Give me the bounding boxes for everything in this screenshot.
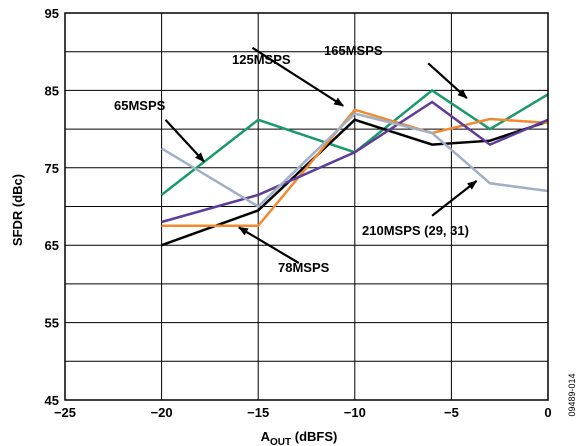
x-axis-label-unit: (dBFS) <box>291 429 337 444</box>
series-line-1 <box>161 118 549 247</box>
plot-frame <box>64 12 549 401</box>
series-group <box>160 88 549 247</box>
y-tick-label: 95 <box>45 6 59 21</box>
annotation-arrow-0 <box>251 46 345 107</box>
gridlines <box>64 12 549 401</box>
y-tick-label: 65 <box>45 238 59 253</box>
series-line-3 <box>161 100 549 224</box>
annotation-arrows <box>164 46 478 264</box>
label-125msps: 125MSPS <box>232 52 291 67</box>
x-tick-labels: −25 −20 −15 −10 −5 0 <box>54 405 552 420</box>
label-210msps: 210MSPS (29, 31) <box>362 223 469 238</box>
y-axis-label: SFDR (dBc) <box>10 174 25 246</box>
x-tick-label: −15 <box>247 405 269 420</box>
series-line-2 <box>161 108 549 228</box>
label-165msps: 165MSPS <box>324 43 383 58</box>
annotation-arrow-2 <box>164 119 205 163</box>
x-axis-label: AOUT (dBFS) <box>261 429 338 446</box>
x-axis-label-subscript: OUT <box>270 437 291 446</box>
y-tick-label: 45 <box>45 393 59 408</box>
x-tick-label: −5 <box>444 405 459 420</box>
x-tick-label: −10 <box>344 405 366 420</box>
y-tick-label: 75 <box>45 161 59 176</box>
annotation-arrow-4 <box>238 226 300 264</box>
y-tick-labels: 45 55 65 75 85 95 <box>45 6 59 408</box>
x-tick-label: −20 <box>151 405 173 420</box>
label-78msps: 78MSPS <box>278 260 330 275</box>
figure-id: 09489-014 <box>567 373 577 416</box>
y-tick-label: 85 <box>45 83 59 98</box>
x-tick-label: 0 <box>544 405 551 420</box>
label-65msps: 65MSPS <box>114 98 166 113</box>
series-line-4 <box>160 112 549 209</box>
annotation-arrow-3 <box>431 180 478 217</box>
x-tick-label: −25 <box>54 405 76 420</box>
y-tick-label: 55 <box>45 316 59 331</box>
annotation-arrow-1 <box>427 62 468 99</box>
